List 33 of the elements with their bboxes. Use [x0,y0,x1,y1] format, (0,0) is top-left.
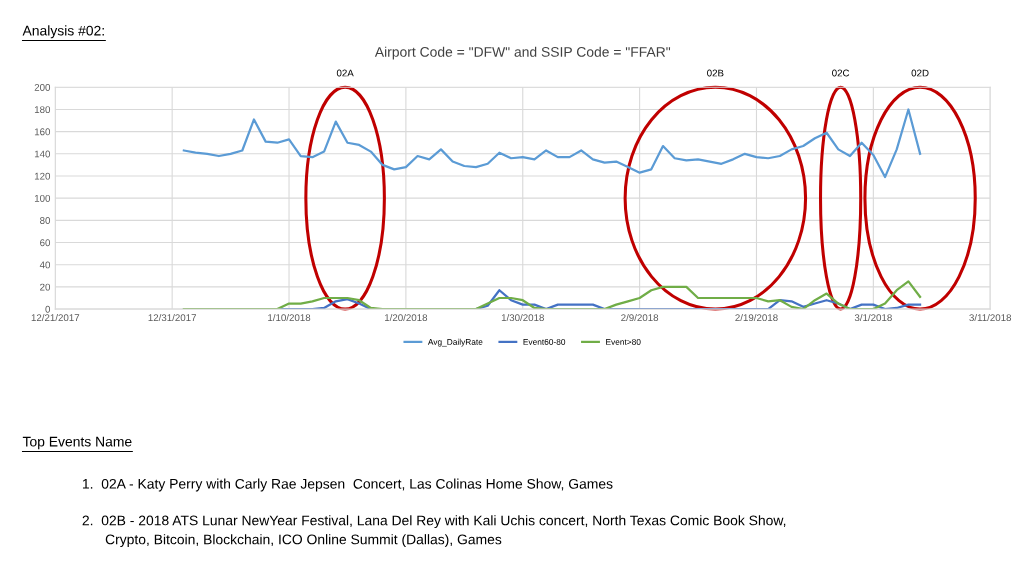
text: 02B [707,69,724,77]
y-tick-label: 140 [34,150,51,158]
x-tick-label: 12/31/2017 [148,313,196,322]
x-tick-label: 3/11/2018 [969,313,1012,322]
text: 02A [336,69,354,77]
y-tick-label: 60 [40,239,51,247]
x-tick-label: 1/30/2018 [501,313,544,322]
text: Top Events Name [22,436,132,450]
legend-label: Event60-80 [523,338,566,345]
y-tick-label: 180 [34,106,51,114]
line-series [182,108,922,179]
x-tick-label: 2/19/2018 [735,313,778,322]
x-tick-label: 12/21/2017 [31,313,80,322]
chart-title: Airport Code = "DFW" and SSIP Code = "FFAR" [374,46,671,60]
legend-label: Event>80 [606,338,641,345]
legend-label: Avg_DailyRate [427,338,483,347]
text: 2. 02B - 2018 ATS Lunar NewYear Festival, Lana Del Rey with Kali Uchis concert, North Texas Comic Book Show, Crypto, Bitcoin, Blockchain, ICO Online Summit (Dallas), Games [82,515,786,548]
y-tick-label: 0 [45,305,51,313]
y-tick-label: 40 [39,261,51,269]
text: 02C [832,69,850,77]
text: Analysis #02: [22,25,104,39]
y-tick-label: 20 [40,283,51,291]
text: 02D [911,69,929,77]
y-tick-label: 200 [34,84,51,91]
y-tick-label: 120 [34,172,51,180]
x-tick-label: 1/10/2018 [268,313,311,322]
x-tick-label: 3/1/2018 [854,313,892,322]
y-tick-label: 80 [40,217,51,224]
x-tick-label: 1/20/2018 [385,313,428,322]
y-tick-label: 160 [34,128,51,136]
text: 1. 02A - Katy Perry with Carly Rae Jepsen Concert, Las Colinas Home Show, Games [82,478,613,492]
x-tick-label: 2/9/2018 [621,313,659,322]
y-tick-label: 100 [34,194,51,202]
